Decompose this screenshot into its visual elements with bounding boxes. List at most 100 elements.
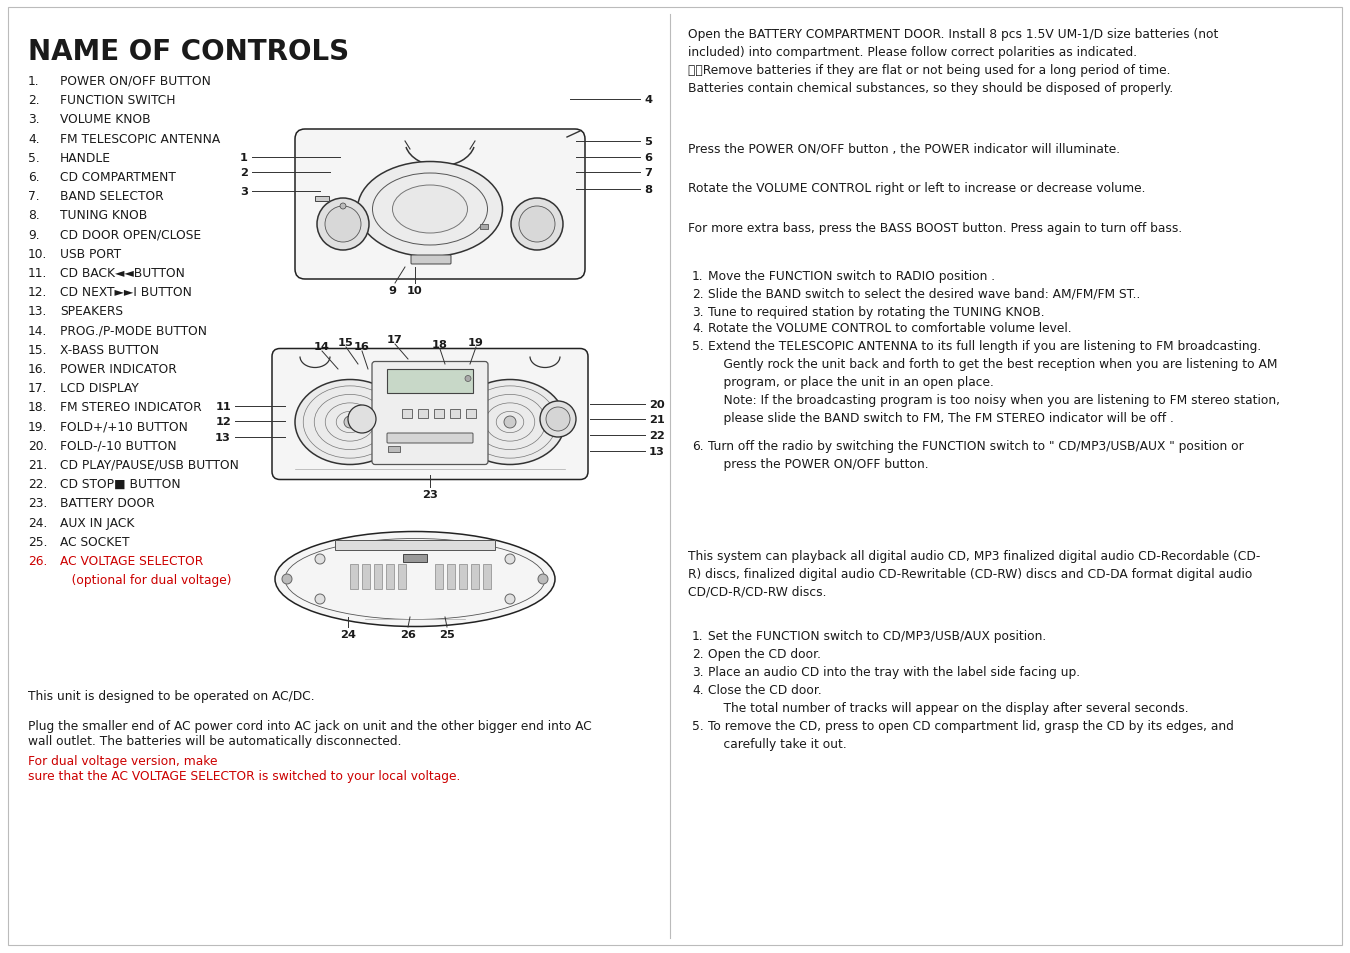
Text: 7.: 7. — [28, 190, 39, 203]
Text: 9.: 9. — [28, 229, 39, 241]
Text: 18.: 18. — [28, 401, 47, 414]
Ellipse shape — [275, 532, 555, 627]
Circle shape — [505, 595, 514, 604]
Text: CD PLAY/PAUSE/USB BUTTON: CD PLAY/PAUSE/USB BUTTON — [59, 458, 239, 472]
Text: 12.: 12. — [28, 286, 47, 299]
FancyBboxPatch shape — [410, 255, 451, 265]
Text: 16.: 16. — [28, 363, 47, 375]
Text: 15: 15 — [338, 337, 354, 348]
Text: 5: 5 — [644, 137, 652, 147]
Text: 19: 19 — [468, 337, 483, 348]
Text: 2.: 2. — [693, 288, 703, 301]
FancyBboxPatch shape — [315, 196, 329, 202]
Text: Turn off the radio by switching the FUNCTION switch to " CD/MP3/USB/AUX " positi: Turn off the radio by switching the FUNC… — [707, 439, 1243, 471]
Text: TUNING KNOB: TUNING KNOB — [59, 209, 147, 222]
Text: 8.: 8. — [28, 209, 39, 222]
Text: POWER INDICATOR: POWER INDICATOR — [59, 363, 177, 375]
Text: To remove the CD, press to open CD compartment lid, grasp the CD by its edges, a: To remove the CD, press to open CD compa… — [707, 720, 1234, 750]
Text: 5.: 5. — [28, 152, 39, 165]
Text: 14.: 14. — [28, 324, 47, 337]
Text: 22: 22 — [649, 431, 664, 440]
Text: 14: 14 — [315, 341, 329, 352]
Bar — [483, 564, 491, 589]
Text: CD COMPARTMENT: CD COMPARTMENT — [59, 171, 176, 184]
Text: FOLD-/-10 BUTTON: FOLD-/-10 BUTTON — [59, 439, 177, 453]
Text: Rotate the VOLUME CONTROL right or left to increase or decrease volume.: Rotate the VOLUME CONTROL right or left … — [688, 182, 1146, 194]
Text: 4.: 4. — [28, 132, 39, 146]
Text: 1.: 1. — [693, 270, 703, 283]
Bar — [362, 564, 370, 589]
Text: For dual voltage version, make
sure that the AC VOLTAGE SELECTOR is switched to : For dual voltage version, make sure that… — [28, 754, 460, 782]
Bar — [350, 564, 358, 589]
Text: 26.: 26. — [28, 555, 47, 567]
Text: Extend the TELESCOPIC ANTENNA to its full length if you are listening to FM broa: Extend the TELESCOPIC ANTENNA to its ful… — [707, 339, 1280, 424]
Circle shape — [315, 595, 325, 604]
Text: CD NEXT►►I BUTTON: CD NEXT►►I BUTTON — [59, 286, 192, 299]
Bar — [450, 410, 460, 418]
Text: 8: 8 — [644, 185, 652, 194]
Text: 7: 7 — [644, 168, 652, 178]
Circle shape — [344, 416, 356, 429]
Text: 21: 21 — [649, 415, 664, 424]
Text: 25: 25 — [439, 629, 455, 639]
Text: 24.: 24. — [28, 517, 47, 529]
Text: Place an audio CD into the tray with the label side facing up.: Place an audio CD into the tray with the… — [707, 665, 1080, 679]
Text: Tune to required station by rotating the TUNING KNOB.: Tune to required station by rotating the… — [707, 306, 1045, 318]
Text: 4.: 4. — [693, 322, 703, 335]
Text: For more extra bass, press the BASS BOOST button. Press again to turn off bass.: For more extra bass, press the BASS BOOS… — [688, 222, 1183, 234]
Text: 12: 12 — [215, 416, 231, 427]
Bar — [433, 410, 444, 418]
Ellipse shape — [358, 162, 502, 257]
Text: 1.: 1. — [693, 629, 703, 642]
Text: 13.: 13. — [28, 305, 47, 318]
Text: This system can playback all digital audio CD, MP3 finalized digital audio CD-Re: This system can playback all digital aud… — [688, 550, 1261, 598]
Text: FUNCTION SWITCH: FUNCTION SWITCH — [59, 94, 176, 107]
Circle shape — [340, 204, 346, 210]
Text: 23: 23 — [423, 490, 437, 499]
Bar — [386, 564, 394, 589]
FancyBboxPatch shape — [296, 130, 585, 280]
Text: 1: 1 — [240, 152, 248, 163]
Text: Move the FUNCTION switch to RADIO position .: Move the FUNCTION switch to RADIO positi… — [707, 270, 995, 283]
Bar — [402, 410, 412, 418]
Text: NAME OF CONTROLS: NAME OF CONTROLS — [28, 38, 350, 66]
Text: BATTERY DOOR: BATTERY DOOR — [59, 497, 155, 510]
Text: Plug the smaller end of AC power cord into AC jack on unit and the other bigger : Plug the smaller end of AC power cord in… — [28, 720, 591, 747]
Text: FM STEREO INDICATOR: FM STEREO INDICATOR — [59, 401, 201, 414]
Text: HANDLE: HANDLE — [59, 152, 111, 165]
Circle shape — [317, 199, 369, 251]
Text: CD STOP■ BUTTON: CD STOP■ BUTTON — [59, 477, 181, 491]
FancyBboxPatch shape — [271, 349, 589, 480]
Text: 10.: 10. — [28, 248, 47, 260]
Circle shape — [464, 376, 471, 382]
Ellipse shape — [373, 173, 487, 246]
Circle shape — [282, 575, 292, 584]
Text: 11: 11 — [215, 401, 231, 412]
Text: CD DOOR OPEN/CLOSE: CD DOOR OPEN/CLOSE — [59, 229, 201, 241]
Text: 26: 26 — [400, 629, 416, 639]
Text: 10: 10 — [408, 286, 423, 295]
Bar — [459, 564, 467, 589]
Text: 3.: 3. — [28, 113, 39, 126]
Text: 22.: 22. — [28, 477, 47, 491]
Text: 5.: 5. — [693, 339, 703, 353]
Text: Slide the BAND switch to select the desired wave band: AM/FM/FM ST..: Slide the BAND switch to select the desi… — [707, 288, 1141, 301]
Text: Close the CD door.
    The total number of tracks will appear on the display aft: Close the CD door. The total number of t… — [707, 683, 1188, 714]
Text: 21.: 21. — [28, 458, 47, 472]
Text: USB PORT: USB PORT — [59, 248, 122, 260]
Bar — [387, 447, 400, 453]
Text: (optional for dual voltage): (optional for dual voltage) — [59, 574, 231, 587]
Text: 20.: 20. — [28, 439, 47, 453]
Circle shape — [545, 408, 570, 432]
Bar — [404, 554, 427, 562]
Circle shape — [504, 416, 516, 429]
Text: Press the POWER ON/OFF button , the POWER indicator will illuminate.: Press the POWER ON/OFF button , the POWE… — [688, 142, 1120, 154]
Text: 20: 20 — [649, 399, 664, 410]
Text: 13: 13 — [649, 447, 664, 456]
Text: Open the BATTERY COMPARTMENT DOOR. Install 8 pcs 1.5V UM-1/D size batteries (not: Open the BATTERY COMPARTMENT DOOR. Insta… — [688, 28, 1218, 95]
Text: 5.: 5. — [693, 720, 703, 732]
Circle shape — [505, 555, 514, 564]
Text: 3: 3 — [240, 187, 248, 196]
Bar — [447, 564, 455, 589]
Text: AC SOCKET: AC SOCKET — [59, 536, 130, 548]
